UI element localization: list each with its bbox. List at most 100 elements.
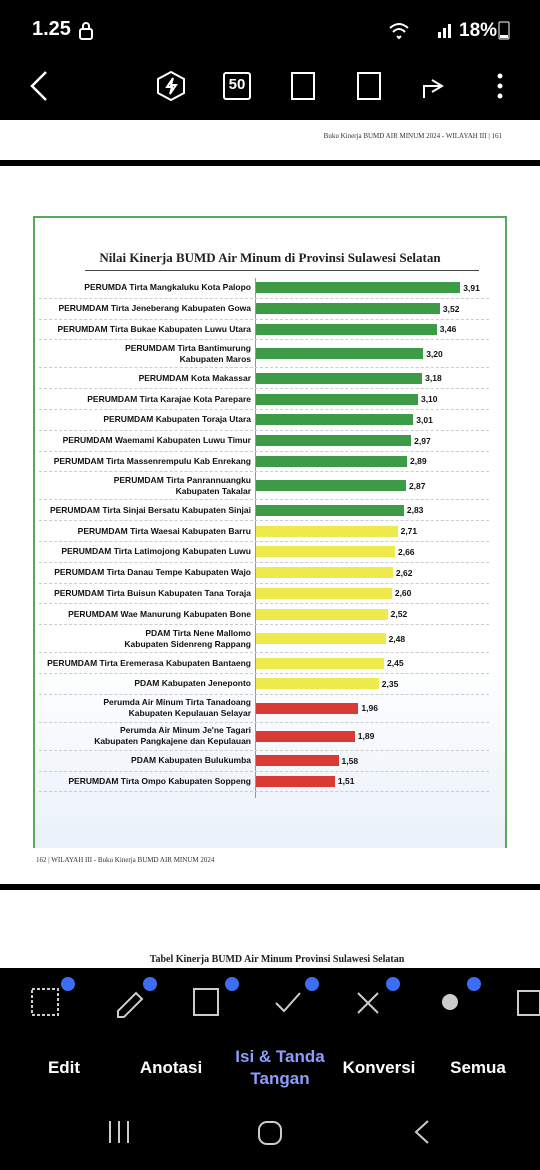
category-label: PDAM Kabupaten Bulukumba [131, 755, 251, 766]
tab[interactable]: Isi & Tanda Tangan [235, 1047, 325, 1088]
bar-row: PERUMDA Tirta Mangkaluku Kota Palopo 3,91 [39, 278, 489, 299]
check-tool[interactable] [275, 992, 301, 1013]
value-label: 2,97 [414, 435, 431, 446]
bar [256, 303, 440, 315]
chart-frame: Nilai Kinerja BUMD Air Minum di Provinsi… [33, 216, 507, 848]
category-label: PERUMDAM Kabupaten Toraja Utara [103, 414, 251, 425]
tab[interactable]: Anotasi [139, 1058, 203, 1077]
category-label: Perumda Air Minum Tirta Tanadoang Kabupa… [103, 697, 251, 719]
axis-line [255, 278, 256, 798]
value-label: 2,35 [381, 678, 399, 689]
cross-tool[interactable] [357, 992, 379, 1014]
bar-row: Perumda Air Minum Je'ne Tagari Kabupaten… [39, 723, 489, 751]
value-label: 2,89 [410, 456, 427, 467]
bar-row: PERUMDAM Tirta Massenrempulu Kab Enrekan… [39, 452, 489, 473]
tab[interactable]: Konversi [342, 1058, 416, 1077]
chart-title: Nilai Kinerja BUMD Air Minum di Provinsi… [99, 250, 441, 265]
bar-row: PERUMDAM Tirta Ompo Kabupaten Soppeng 1,5… [39, 772, 489, 793]
category-label: PERUMDAM Tirta Panrannuangku Kabupaten T… [113, 474, 251, 496]
page-header: Buku Kinerja BUMD AIR MINUM 2024 - WILAY… [323, 132, 502, 140]
category-label: PDAM Tirta Nene Mallomo Kabupaten Sidenr… [124, 627, 251, 649]
more-tool[interactable] [517, 990, 540, 1016]
value-label: 2,45 [387, 658, 404, 669]
value-label: 2,52 [390, 609, 408, 620]
value-label: 2,66 [397, 546, 415, 557]
category-label: PERUMDAM Tirta Karajae Kota Parepare [87, 393, 251, 404]
battery-text: 18% [459, 20, 498, 41]
bar [256, 567, 393, 579]
page-163: Tabel Kinerja BUMD Air Minum Provinsi Su… [0, 890, 540, 968]
page-badge[interactable]: 50 [228, 76, 246, 93]
share-button[interactable] [423, 79, 444, 98]
bar-row: PERUMDAM Kota Makassar 3,18 [39, 368, 489, 390]
bar [256, 348, 424, 360]
more-button[interactable] [497, 73, 503, 99]
category-label: PERUMDAM Tirta Eremerasa Kabupaten Banta… [47, 657, 251, 668]
nav-back-button[interactable] [414, 1120, 429, 1144]
tab[interactable]: Semua [450, 1058, 506, 1077]
tool-icons [31, 977, 540, 1018]
home-button[interactable] [258, 1121, 282, 1145]
page-162: Nilai Kinerja BUMD Air Minum di Provinsi… [0, 166, 540, 884]
back-button[interactable] [30, 71, 47, 101]
value-label: 3,20 [426, 348, 443, 359]
value-label: 3,91 [463, 282, 480, 293]
value-label: 3,46 [439, 324, 457, 335]
bar [256, 633, 386, 645]
bar [256, 657, 384, 669]
toolbar [30, 70, 503, 102]
bar-row: PERUMDAM Tirta Latimojong Kabupaten Luwu… [39, 542, 489, 563]
bar [256, 608, 388, 620]
bar-row: PERUMDAM Tirta Danau Tempe Kabupaten Waj… [39, 563, 489, 584]
pen-tool[interactable] [117, 991, 144, 1018]
page-161: Buku Kinerja BUMD AIR MINUM 2024 - WILAY… [0, 120, 540, 160]
bar [256, 775, 335, 787]
category-label: PERUMDAM Waemami Kabupaten Luwu Timur [62, 435, 251, 446]
page-badge-box[interactable] [223, 72, 251, 100]
form-tool[interactable] [193, 988, 219, 1016]
tab[interactable]: Edit [47, 1058, 81, 1077]
category-label: PERUMDAM Tirta Ompo Kabupaten Soppeng [68, 775, 251, 786]
text-tool[interactable] [31, 988, 59, 1016]
signal-icons [389, 23, 451, 40]
category-label: PERUMDAM Kota Makassar [138, 372, 251, 383]
bar-row: PERUMDAM Tirta Bukae Kabupaten Luwu Utar… [39, 320, 489, 341]
bar [256, 372, 423, 384]
value-label: 1,96 [361, 703, 378, 714]
bar [256, 414, 414, 426]
value-label: 1,89 [357, 731, 375, 742]
category-label: PERUMDAM Tirta Latimojong Kabupaten Luwu [61, 546, 251, 557]
value-label: 1,58 [341, 755, 359, 766]
value-label: 3,52 [442, 303, 460, 314]
value-label: 2,60 [394, 588, 412, 599]
bar-row: PERUMDAM Tirta Sinjai Bersatu Kabupaten … [39, 500, 489, 522]
bar [256, 546, 395, 558]
category-label: PERUMDAM Tirta Danau Tempe Kabupaten Waj… [54, 567, 251, 578]
category-label: Perumda Air Minum Je'ne Tagari Kabupaten… [94, 725, 251, 747]
bar [256, 393, 418, 405]
bar [256, 455, 407, 467]
battery-icon [498, 21, 510, 40]
value-label: 3,10 [420, 394, 438, 405]
value-label: 3,18 [425, 373, 442, 384]
value-label: 3,01 [416, 414, 433, 425]
bar [256, 702, 359, 714]
bar-row: PERUMDAM Tirta Panrannuangku Kabupaten T… [39, 472, 489, 501]
bar-row: PDAM Kabupaten Jeneponto 2,35 [39, 674, 489, 695]
bar-row: PDAM Kabupaten Bulukumba 1,58 [39, 751, 489, 772]
bar-row: PERUMDAM Tirta Jeneberang Kabupaten Gowa… [39, 299, 489, 320]
page-footer: 162 | WILAYAH III - Buku Kinerja BUMD AI… [36, 856, 215, 864]
dot-tool[interactable] [442, 994, 458, 1010]
bar [256, 678, 379, 690]
category-label: PDAM Kabupaten Jeneponto [134, 678, 251, 689]
bar-row: PERUMDAM Kabupaten Toraja Utara 3,01 [39, 410, 489, 431]
ai-button[interactable] [157, 70, 185, 102]
fullscreen-button[interactable] [291, 72, 315, 100]
category-label: PERUMDAM Tirta Jeneberang Kabupaten Gowa [58, 303, 251, 314]
category-label: PERUMDAM Tirta Waesai Kabupaten Barru [77, 525, 251, 536]
bar-row: PERUMDAM Tirta Waesai Kabupaten Barru 2,7… [39, 521, 489, 542]
bar-row: PERUMDAM Tirta Bantimurung Kabupaten Mar… [39, 340, 489, 369]
reader-button[interactable] [357, 72, 381, 100]
recents-button[interactable] [109, 1121, 129, 1143]
